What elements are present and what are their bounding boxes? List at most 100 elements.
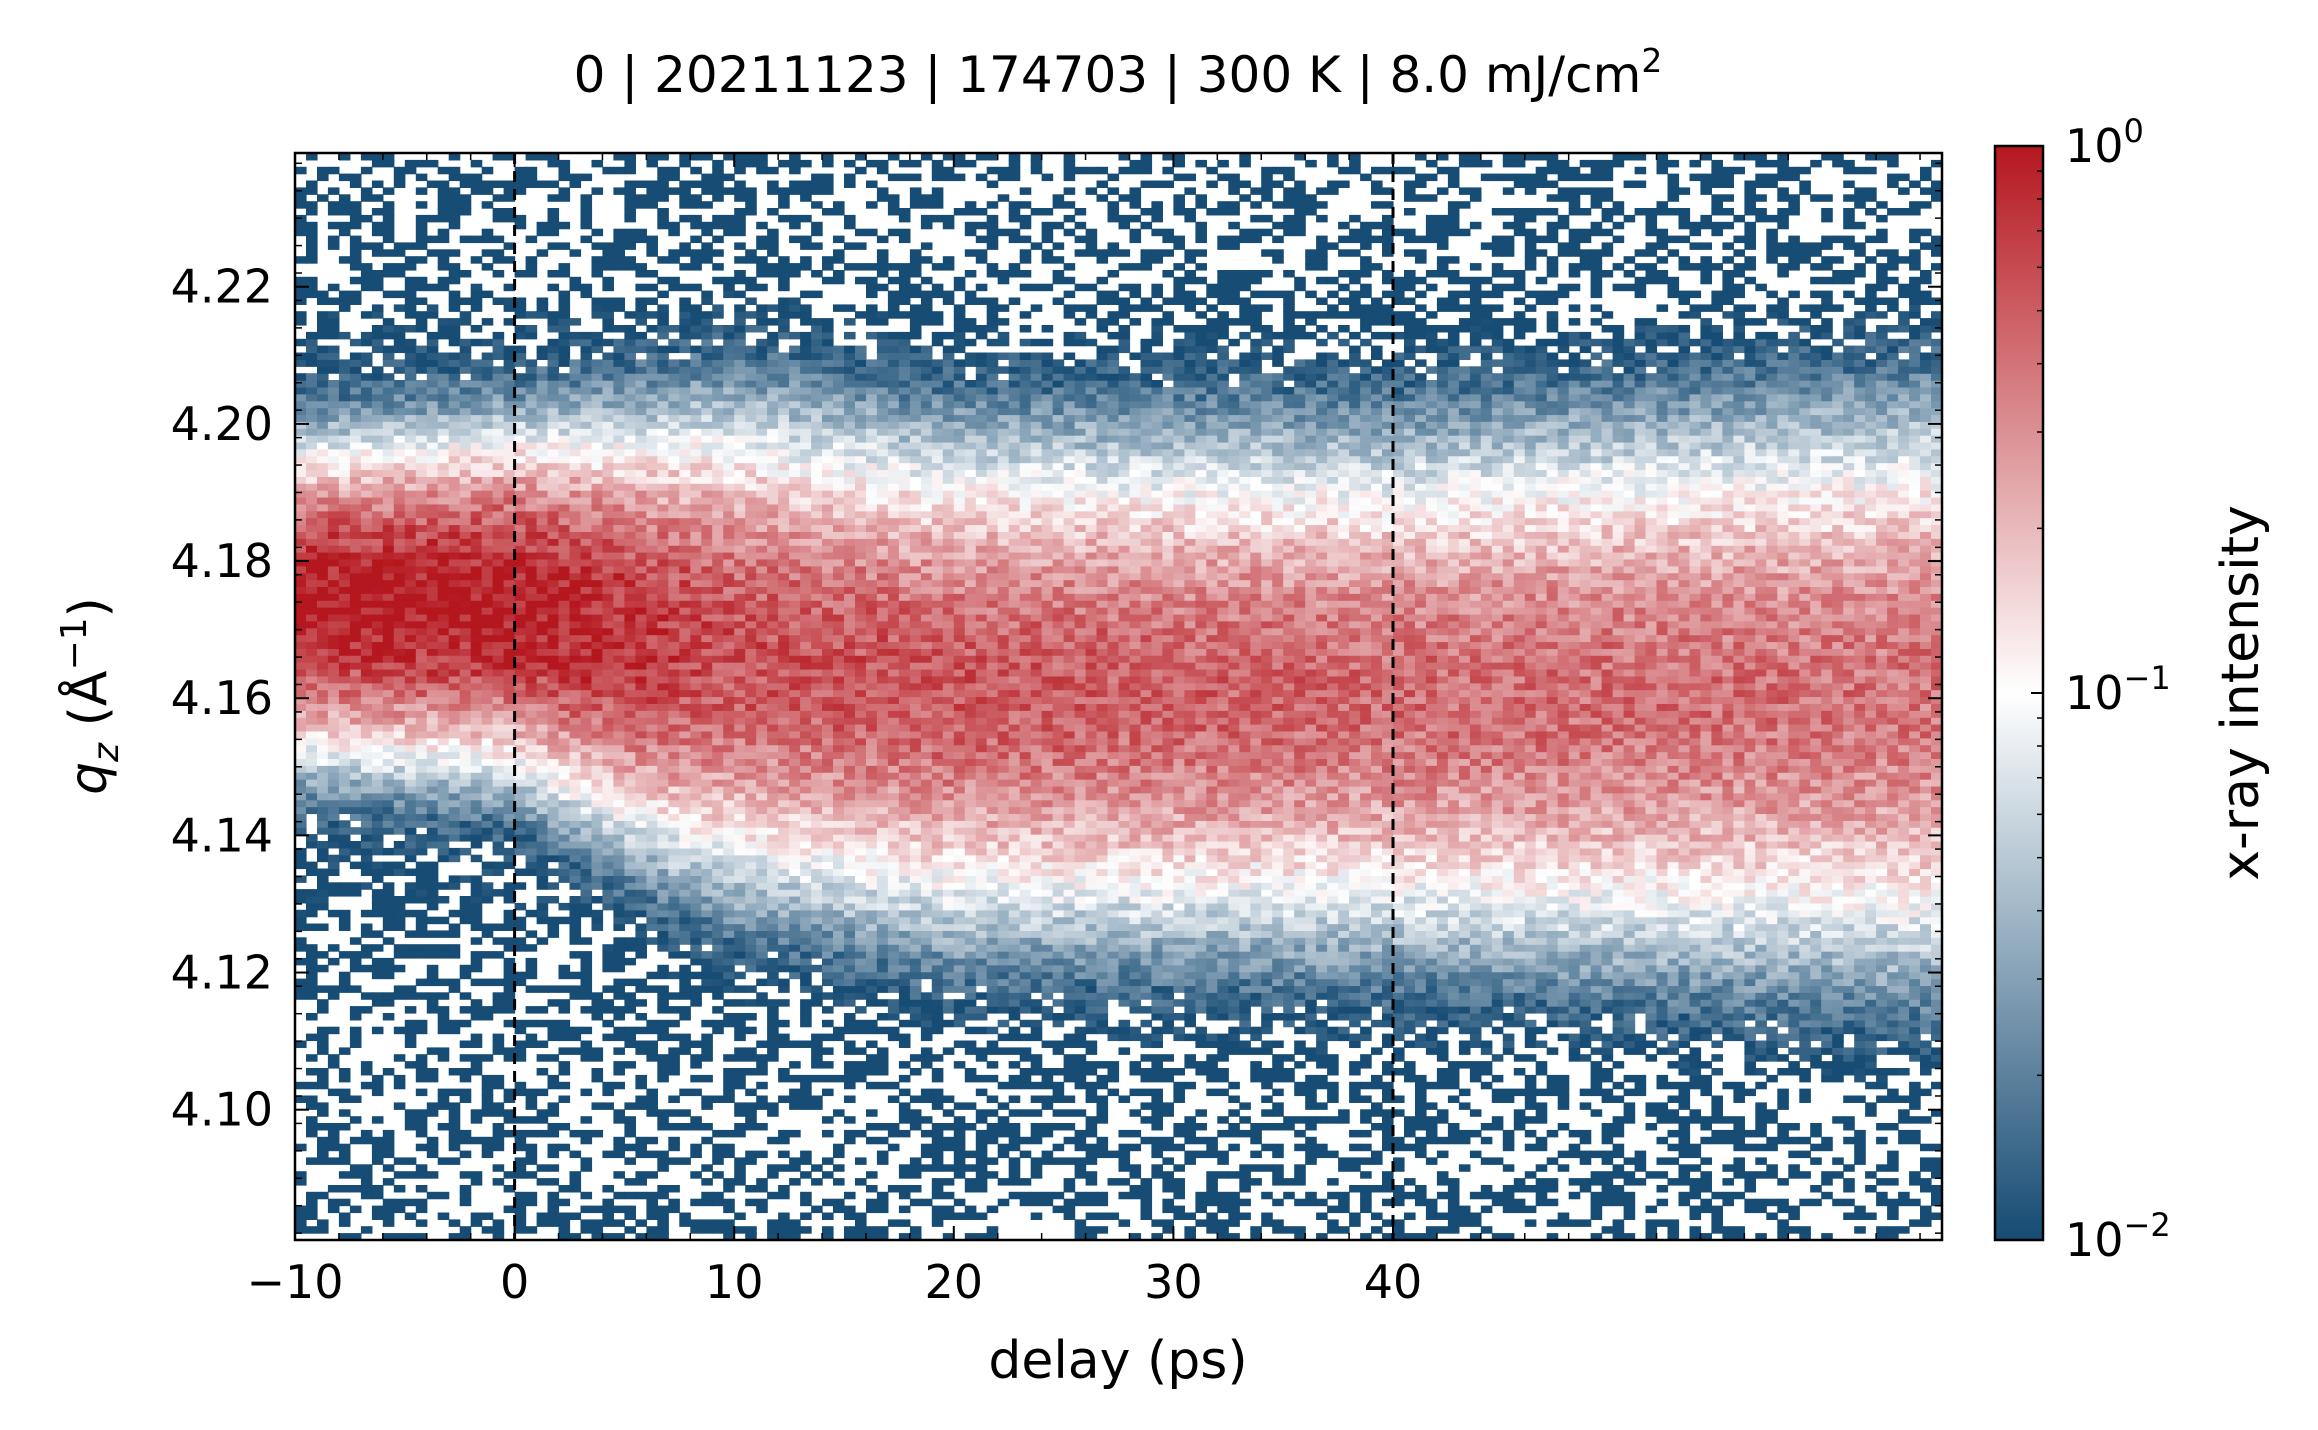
heatmap-cell <box>317 724 329 732</box>
heatmap-cell <box>547 827 560 835</box>
heatmap-cell <box>712 641 724 649</box>
heatmap-cell <box>503 827 516 835</box>
heatmap-cell <box>646 627 658 636</box>
heatmap-cell <box>514 393 527 402</box>
heatmap-cell <box>349 751 362 759</box>
heatmap-cell <box>382 847 395 856</box>
heatmap-cell <box>624 799 636 808</box>
heatmap-cell <box>712 373 724 381</box>
heatmap-cell <box>492 366 505 374</box>
heatmap-cell <box>492 655 505 663</box>
heatmap-cell <box>580 441 593 450</box>
heatmap-cell <box>448 717 461 725</box>
heatmap-cell <box>317 331 329 340</box>
heatmap-cell <box>295 194 307 202</box>
heatmap-cell <box>690 552 702 560</box>
heatmap-cell <box>756 1081 768 1090</box>
heatmap-cell <box>536 435 549 443</box>
heatmap-cell <box>536 834 549 842</box>
heatmap-cell <box>635 366 647 374</box>
heatmap-cell <box>690 421 702 429</box>
heatmap-cell <box>602 847 614 856</box>
heatmap-cell <box>734 834 746 842</box>
heatmap-cell <box>690 847 702 856</box>
heatmap-cell <box>306 841 318 849</box>
heatmap-cell <box>712 235 724 244</box>
heatmap-cell <box>448 414 461 422</box>
heatmap-cell <box>317 1026 329 1035</box>
heatmap-cell <box>295 593 307 601</box>
heatmap-cell <box>646 1198 658 1207</box>
heatmap-cell <box>657 1054 669 1062</box>
heatmap-cell <box>492 552 505 560</box>
heatmap-cell <box>295 386 307 395</box>
heatmap-cell <box>360 414 373 422</box>
heatmap-cell <box>525 696 538 704</box>
heatmap-cell <box>327 524 340 532</box>
heatmap-cell <box>415 909 428 918</box>
heatmap-cell <box>734 896 746 904</box>
heatmap-cell <box>360 242 373 250</box>
heatmap-cell <box>646 483 658 491</box>
heatmap-cell <box>734 497 746 505</box>
heatmap-cell <box>448 421 461 429</box>
heatmap-cell <box>382 263 395 271</box>
heatmap-cell <box>492 689 505 698</box>
heatmap-cell <box>635 820 647 828</box>
heatmap-cell <box>558 717 571 725</box>
heatmap-cell <box>371 1116 384 1124</box>
heatmap-cell <box>448 634 461 643</box>
heatmap-cell <box>734 180 746 188</box>
heatmap-cell <box>690 263 702 271</box>
heatmap-cell <box>668 338 680 347</box>
heatmap-cell <box>349 359 362 367</box>
heatmap-cell <box>503 187 516 195</box>
heatmap-cell <box>327 166 340 175</box>
heatmap-cell <box>580 669 593 677</box>
heatmap-cell <box>437 510 450 519</box>
heatmap-cell <box>514 1040 527 1048</box>
heatmap-cell <box>536 607 549 615</box>
heatmap-cell <box>415 1054 428 1062</box>
heatmap-cell <box>657 386 669 395</box>
heatmap-cell <box>558 600 571 608</box>
heatmap-cell <box>404 813 417 821</box>
heatmap-cell <box>613 861 625 870</box>
heatmap-cell <box>613 827 625 835</box>
heatmap-cell <box>547 655 560 663</box>
heatmap-cell <box>745 627 757 636</box>
heatmap-cell <box>448 538 461 546</box>
heatmap-cell <box>371 861 384 870</box>
heatmap-cell <box>536 717 549 725</box>
heatmap-cell <box>547 194 560 202</box>
heatmap-cell <box>624 841 636 849</box>
heatmap-cell <box>558 689 571 698</box>
heatmap-cell <box>712 428 724 436</box>
heatmap-cell <box>668 971 680 980</box>
heatmap-cell <box>679 916 691 925</box>
heatmap-cell <box>547 847 560 856</box>
heatmap-cell <box>580 675 593 684</box>
heatmap-cell <box>404 263 417 271</box>
heatmap-cell <box>580 531 593 539</box>
heatmap-cell <box>492 558 505 567</box>
heatmap-cell <box>657 717 669 725</box>
heatmap-cell <box>338 600 351 608</box>
heatmap-cell <box>679 882 691 890</box>
heatmap-cell <box>437 992 450 1000</box>
heatmap-cell <box>547 345 560 354</box>
heatmap-cell <box>371 490 384 498</box>
heatmap-cell <box>360 166 373 175</box>
heatmap-cell <box>536 1068 549 1076</box>
heatmap-cell <box>349 799 362 808</box>
heatmap-cell <box>536 1219 549 1227</box>
heatmap-cell <box>767 1006 779 1014</box>
heatmap-cell <box>657 448 669 457</box>
heatmap-cell <box>613 565 625 574</box>
heatmap-cell <box>492 861 505 870</box>
heatmap-cell <box>723 1143 735 1152</box>
heatmap-cell <box>514 166 527 175</box>
heatmap-cell <box>756 889 768 897</box>
heatmap-cell <box>382 448 395 457</box>
heatmap-cell <box>646 352 658 360</box>
